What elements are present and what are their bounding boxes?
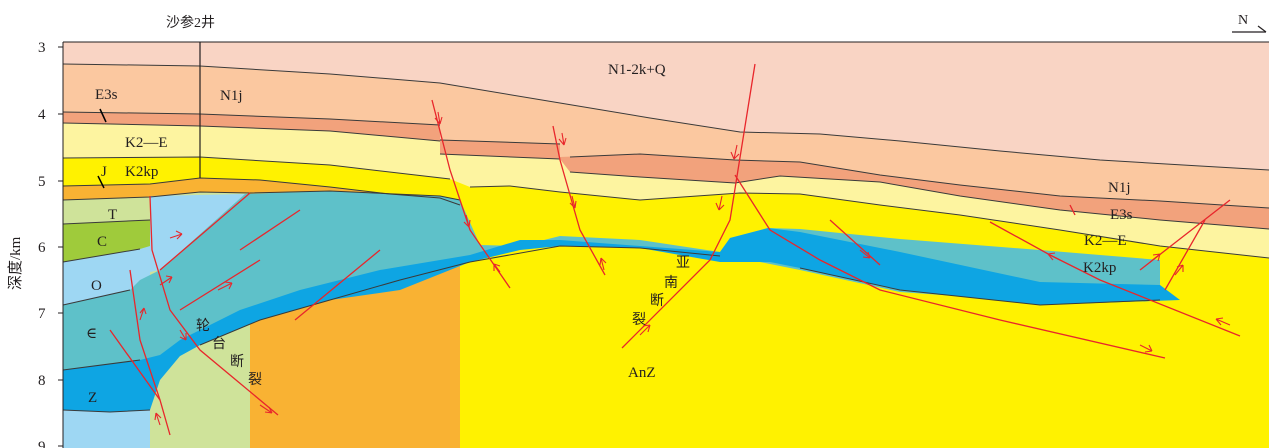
- yanan-char-3: 断: [650, 293, 664, 309]
- fault-central-1: [431, 99, 511, 289]
- luntai-char-1: 轮: [196, 318, 210, 334]
- fault-west-2: [129, 269, 171, 436]
- north-label: N: [1238, 13, 1248, 28]
- y-axis-label: 深度/km: [7, 236, 24, 290]
- fault-west-6: [294, 249, 381, 321]
- unit-labels: N1-2k+Q N1j E3s K2—E K2kp J T C O ∈ Z An…: [86, 62, 1133, 406]
- fault-east-6: [1069, 204, 1076, 216]
- y-tick-4: 4: [38, 107, 46, 123]
- unit-o: O: [91, 278, 102, 294]
- j-marker: [97, 175, 105, 189]
- luntai-fault-label: 轮 台 断 裂: [196, 318, 262, 388]
- layer-cambrian: [63, 191, 1160, 370]
- y-tick-5: 5: [38, 174, 46, 190]
- fault-east-1: [734, 174, 1166, 359]
- unit-j: J: [101, 164, 107, 180]
- yanan-char-4: 裂: [632, 312, 646, 328]
- fault-west-7: [239, 209, 301, 251]
- y-tick-7: 7: [38, 306, 46, 322]
- yanan-char-2: 南: [664, 275, 678, 291]
- fault-central-2: [552, 125, 606, 276]
- fault-east-2: [829, 219, 881, 266]
- yanan-char-1: 亚: [676, 256, 690, 271]
- yanan-fault-label: 亚 南 断 裂: [632, 256, 690, 328]
- unit-anz: AnZ: [628, 365, 656, 381]
- unit-c: C: [97, 234, 107, 250]
- fault-west-4: [159, 192, 251, 271]
- unit-k2kp-east: K2kp: [1083, 260, 1116, 276]
- y-ticks: 3 4 5 6 7 8 9: [38, 40, 63, 448]
- luntai-fault-main: [149, 195, 279, 416]
- fault-west-5: [179, 259, 261, 311]
- unit-n12kq: N1-2k+Q: [608, 62, 666, 78]
- unit-e3s-east: E3s: [1110, 207, 1133, 223]
- luntai-char-2: 台: [212, 336, 226, 352]
- luntai-char-4: 裂: [248, 372, 262, 388]
- yanan-fault: [621, 63, 756, 349]
- unit-t: T: [108, 207, 117, 223]
- unit-n1j-east: N1j: [1108, 180, 1131, 196]
- fault-east-5: [1164, 219, 1206, 291]
- y-tick-8: 8: [38, 373, 46, 389]
- unit-n1j-west: N1j: [220, 88, 243, 104]
- y-tick-9: 9: [38, 439, 46, 448]
- unit-k2e-east: K2—E: [1084, 233, 1127, 249]
- e3s-marker: [99, 108, 107, 123]
- unit-k2e-west: K2—E: [125, 135, 168, 151]
- y-tick-6: 6: [38, 240, 46, 256]
- fault-west-3: [109, 329, 161, 401]
- y-tick-3: 3: [38, 40, 46, 56]
- unit-k2kp-west: K2kp: [125, 164, 158, 180]
- north-arrow: N: [1232, 13, 1267, 33]
- unit-cambrian: ∈: [86, 326, 97, 342]
- fault-east-3: [989, 221, 1241, 337]
- well-label: 沙参2井: [166, 14, 215, 31]
- unit-e3s-west: E3s: [95, 87, 118, 103]
- luntai-char-3: 断: [230, 354, 244, 370]
- layer-sinian: [63, 228, 1180, 412]
- unit-z: Z: [88, 390, 97, 406]
